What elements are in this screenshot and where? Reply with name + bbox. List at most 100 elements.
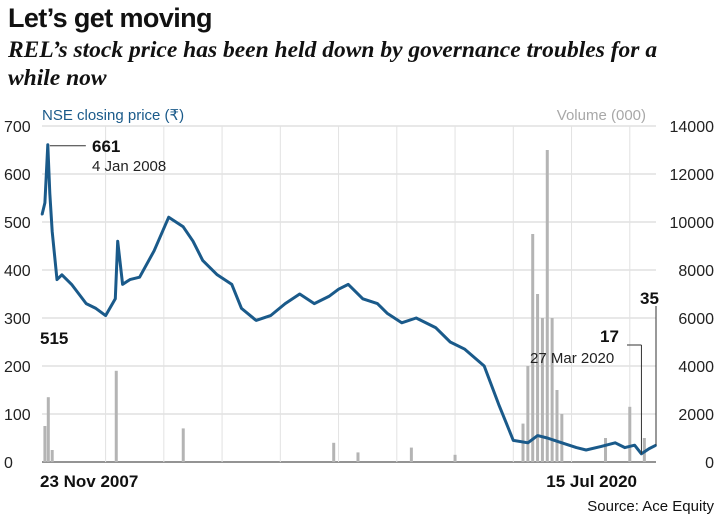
right-tick-label: 12000 [670,167,715,184]
price-point [449,341,452,343]
price-point [284,302,287,305]
right-tick-label: 6000 [678,311,714,328]
price-point [182,225,185,228]
price-point [483,365,486,367]
volume-bar [545,150,549,462]
right-tick-label: 8000 [678,263,714,280]
price-point [255,319,257,322]
price-point [624,446,626,449]
x-start-label: 23 Nov 2007 [40,472,138,491]
price-point [463,348,466,351]
price-point [347,283,350,286]
price-point [153,249,156,252]
price-point [269,314,272,317]
price-point [400,321,403,324]
price-point [376,302,379,305]
price-point [497,403,500,406]
price-point [61,273,63,276]
left-tick-label: 100 [4,407,31,424]
price-point [114,297,117,300]
volume-bar [356,452,360,462]
left-tick-label: 700 [4,119,31,136]
volume-bar [453,454,457,462]
left-tick-label: 600 [4,167,31,184]
volume-bar [555,390,559,462]
volume-bar [409,447,413,462]
volume-bar [526,366,530,462]
price-point [85,302,88,305]
annotation-value: 17 [600,327,619,346]
price-point [386,312,389,315]
annotation-date: 27 Mar 2020 [530,350,614,367]
right-tick-label: 10000 [670,215,715,232]
annotation-date: 4 Jan 2008 [92,158,166,175]
right-tick-label: 14000 [670,119,715,136]
price-point [415,317,418,319]
price-point [240,307,243,310]
volume-bar [43,426,47,462]
price-point [56,278,58,281]
price-point [70,283,73,286]
chart-title: Let’s get moving [8,3,213,33]
price-point [585,449,588,451]
price-point [44,201,46,204]
price-point [41,213,43,216]
left-tick-label: 200 [4,359,31,376]
price-point [633,444,636,447]
right-tick-label: 2000 [678,407,714,424]
price-point [434,326,437,329]
left-tick-label: 500 [4,215,31,232]
right-axis-label: Volume (000) [557,107,646,124]
price-point [536,434,539,437]
price-point [167,216,170,219]
price-point [128,278,131,281]
x-end-label: 15 Jul 2020 [546,472,637,491]
left-tick-label: 0 [4,455,13,472]
price-point [648,447,651,450]
price-point [116,240,119,243]
right-tick-label: 0 [705,455,714,472]
price-point [337,288,340,291]
price-point [553,439,556,442]
volume-bar [550,318,554,462]
price-point [614,441,617,444]
price-point [104,314,107,317]
annotation-value: 35 [640,289,659,308]
volume-bar [114,370,118,462]
volume-bar [181,428,185,462]
volume-bar [531,234,535,462]
price-point [121,283,124,286]
price-point [192,240,194,243]
price-point [298,293,301,295]
price-point [526,441,529,444]
chart-subtitle: REL’s stock price has been held down by … [8,37,658,91]
price-point [51,230,54,233]
price-point [201,259,204,262]
price-point [94,307,97,310]
price-point [575,446,578,449]
volume-bar [540,318,544,462]
volume-bar [536,294,540,462]
left-axis-label: NSE closing price (₹) [42,107,184,124]
annotation-value: 515 [40,329,68,348]
price-point [361,297,364,300]
price-point [327,295,330,298]
price-point [546,437,549,439]
price-line [40,143,657,456]
price-point [313,302,316,305]
volume-bar [604,438,608,462]
left-tick-label: 300 [4,311,31,328]
price-point [48,192,51,195]
volume-bar [46,397,50,462]
source-note: Source: Ace Equity [587,498,714,515]
left-tick-label: 400 [4,263,31,280]
price-point [46,143,49,146]
price-point [230,283,233,286]
volume-bar [628,406,632,462]
volume-bar [642,438,646,462]
volume-bar [332,442,336,462]
price-point [216,273,219,276]
price-point [138,276,141,279]
right-tick-label: 4000 [678,359,714,376]
